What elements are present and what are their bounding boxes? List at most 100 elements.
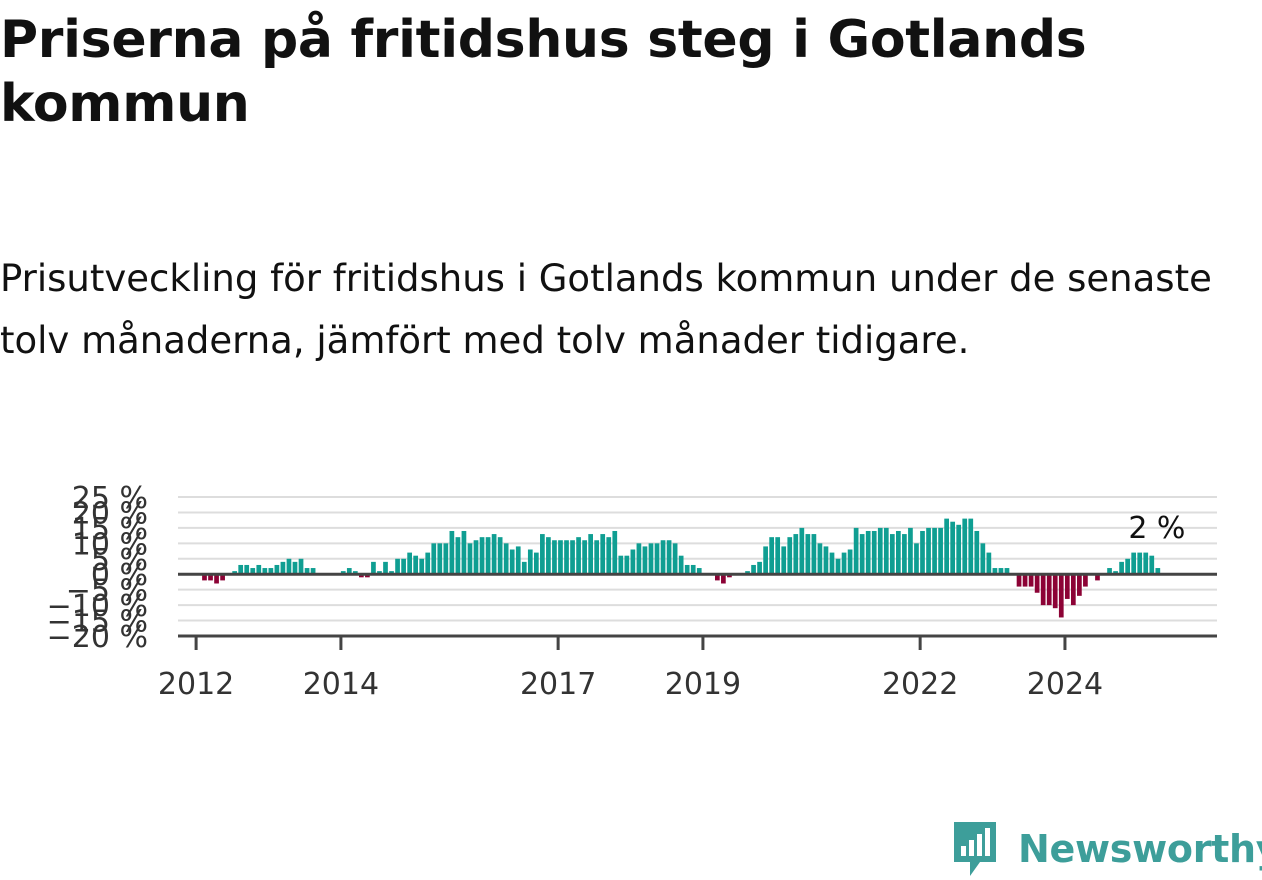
bar [485,537,491,575]
bar [986,552,992,575]
bar [244,564,250,575]
bar [678,555,684,575]
bar [262,568,268,575]
bar [588,534,593,575]
bar [497,537,503,575]
bar [624,555,630,575]
x-axis-ticks: 2012 2014 2017 2019 2022 2024 [158,636,1103,702]
bar [902,534,907,575]
bar [727,574,732,578]
bar [527,549,533,575]
bar [503,543,509,575]
bar [449,530,455,575]
bar [214,574,219,584]
bar [1083,574,1088,587]
bar [443,543,449,575]
x-tick-label: 2012 [158,667,234,702]
bar [509,549,515,575]
y-tick-label: 25 % [72,481,148,516]
bar [546,537,551,575]
bar [419,558,425,575]
bar [847,549,853,575]
bar-chart-logo-icon [954,822,996,876]
chart-title: Priserna på fritidshus steg i Gotlands k… [0,10,1087,134]
bar [775,537,781,575]
bar [1004,568,1010,575]
bar [473,540,479,575]
bar [968,518,974,575]
bar [1077,574,1082,596]
bar [1107,568,1112,575]
bar [340,571,346,575]
bar [992,568,998,575]
bar [1040,574,1046,606]
bar [515,546,521,575]
bar [1052,574,1058,609]
bar [1046,574,1052,606]
bar [751,564,756,575]
bar [666,540,672,575]
bar [256,564,262,575]
bar [292,561,298,575]
bar [395,558,400,575]
bar [1119,561,1124,575]
bar [479,537,485,575]
bar [377,571,382,575]
y-tick-label: 10 % [72,527,148,562]
x-tick-label: 2022 [882,667,958,702]
bar [865,530,871,575]
bar [944,518,949,575]
bar [896,530,901,575]
bar [1070,574,1076,606]
y-tick-label: −5 % [66,574,148,609]
x-tick-label: 2019 [665,667,741,702]
bar [914,543,919,575]
bar [401,558,406,575]
bar [274,564,280,575]
bar [642,546,648,575]
y-tick-label: 5 % [91,543,148,578]
bar [805,534,811,575]
bar [636,543,642,575]
bar [660,540,666,575]
bar [413,555,419,575]
bar [938,527,943,575]
y-tick-label: −20 % [47,620,148,655]
bar [558,540,563,575]
bar [721,574,726,584]
bar [461,530,467,575]
bar [1034,574,1040,593]
bar [594,540,600,575]
chart-subtitle: Prisutveckling för fritidshus i Gotlands… [0,257,1212,362]
bar [811,534,817,575]
bar [552,540,557,575]
bar [793,534,799,575]
bar [533,552,539,575]
bar [220,574,225,581]
bar [962,518,968,575]
bar [521,561,527,575]
bar [853,527,859,575]
bar [437,543,443,575]
bar [956,524,962,575]
bar [684,564,690,575]
bar [1125,558,1130,575]
last-value-label: 2 % [1128,511,1185,546]
bar [781,546,787,575]
bar [974,530,980,575]
y-axis-labels: 25 %20 %15 %10 %5 %0 %−5 %−10 %−15 %−20 … [47,481,148,655]
y-tick-label: 0 % [91,558,148,593]
bars [202,518,1161,618]
bar [491,534,497,575]
bar [606,537,612,575]
bar [365,574,370,578]
bar [763,546,768,575]
bar [1058,574,1064,618]
bar [352,571,358,575]
brand-name: Newsworthy [1018,827,1262,871]
y-tick-label: −15 % [47,605,148,640]
x-tick-label: 2014 [303,667,379,702]
bar [920,530,925,575]
bar [238,564,244,575]
bar [208,574,213,581]
